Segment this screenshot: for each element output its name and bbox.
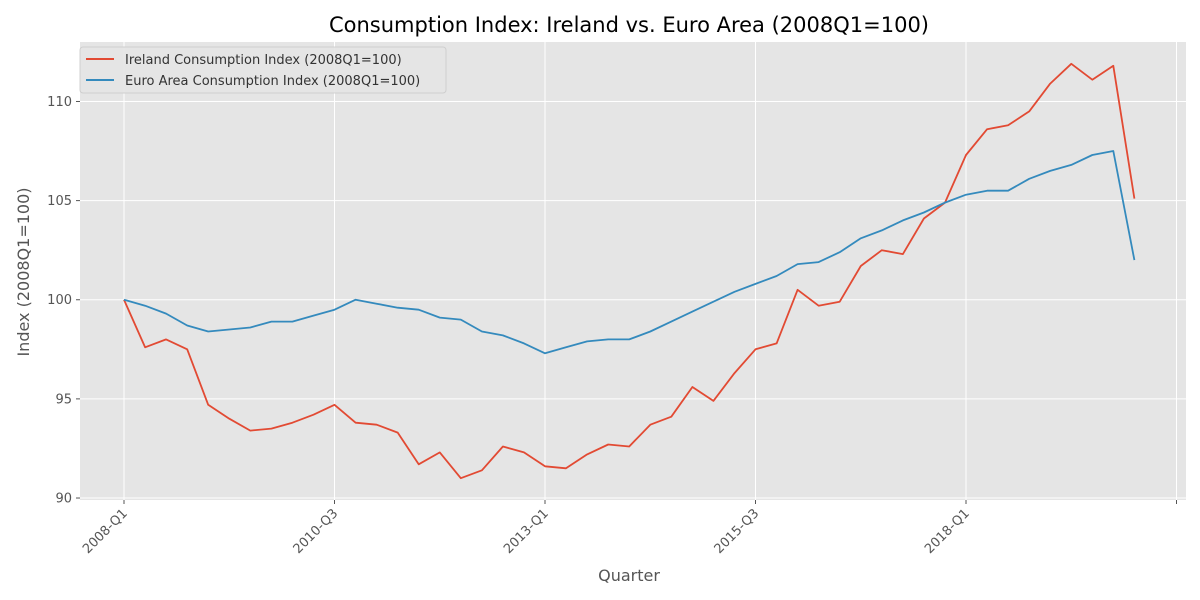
grid-lines (80, 42, 1186, 500)
y-tick-label: 100 (47, 293, 72, 308)
x-axis-label: Quarter (598, 566, 660, 585)
legend-label-ireland: Ireland Consumption Index (2008Q1=100) (125, 53, 402, 68)
series-lines (123, 62, 1136, 480)
y-tick-label: 95 (55, 392, 72, 407)
plot-area (80, 42, 1186, 500)
legend-label-euro-area: Euro Area Consumption Index (2008Q1=100) (125, 74, 420, 89)
chart-title: Consumption Index: Ireland vs. Euro Area… (329, 13, 929, 37)
y-tick-label: 110 (47, 95, 72, 110)
y-axis-ticks: 90 95 100 105 110 (47, 95, 80, 507)
series-line-euro-area (123, 150, 1136, 355)
legend-box (79, 46, 447, 94)
series-line-ireland (123, 62, 1136, 480)
chart-legend: Ireland Consumption Index (2008Q1=100) E… (79, 46, 447, 94)
y-tick-label: 105 (47, 194, 72, 209)
y-axis-label: Index (2008Q1=100) (14, 187, 33, 356)
y-tick-label: 90 (55, 492, 72, 507)
